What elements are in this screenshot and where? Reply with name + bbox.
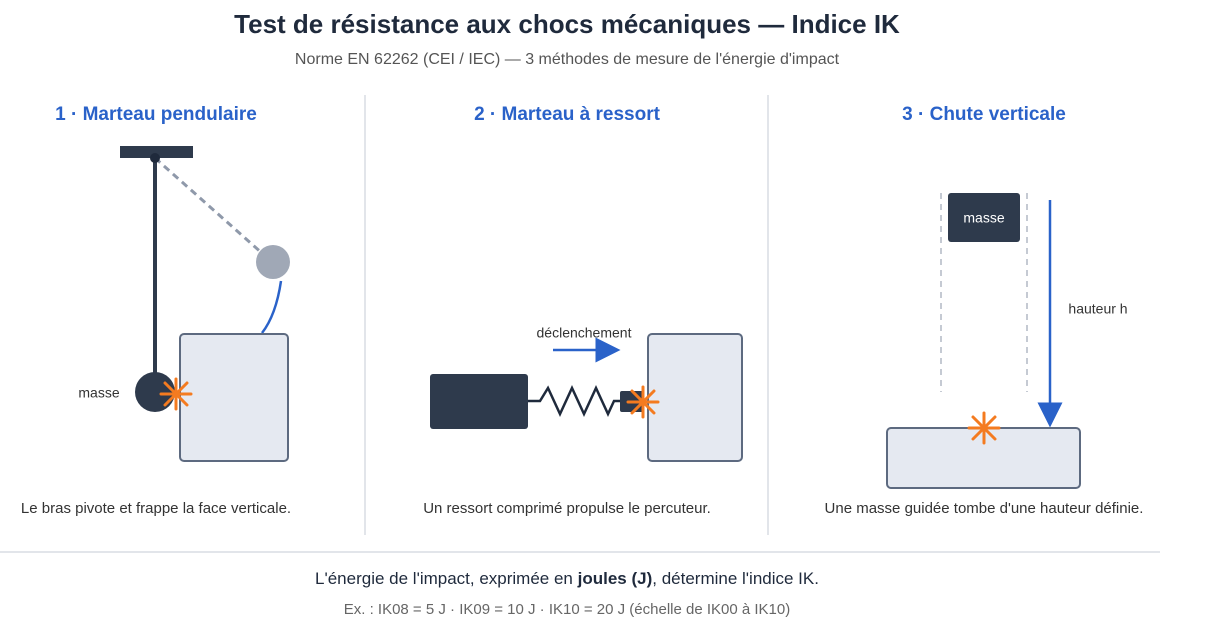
footer-text: , détermine l'indice IK.	[652, 569, 819, 588]
label: masse	[963, 210, 1004, 226]
caption: Le bras pivote et frappe la face vertica…	[21, 500, 291, 517]
drop-illustration	[886, 193, 1081, 489]
footer-text: L'énergie de l'impact, exprimée en	[315, 569, 578, 588]
subtitle: Norme EN 62262 (CEI / IEC) — 3 méthodes …	[295, 51, 840, 68]
title: Test de résistance aux chocs mécaniques …	[234, 9, 900, 39]
panel-title: 2 · Marteau à ressort	[474, 104, 661, 125]
spring-illustration	[430, 333, 743, 462]
panel-title: 1 · Marteau pendulaire	[55, 104, 257, 125]
caption: Une masse guidée tombe d'une hauteur déf…	[825, 500, 1144, 517]
footer-example: Ex. : IK08 = 5 J · IK09 = 10 J · IK10 = …	[344, 601, 791, 618]
footer-emphasis: joules (J)	[577, 569, 653, 588]
footer-line: L'énergie de l'impact, exprimée en joule…	[315, 569, 819, 588]
caption: Un ressort comprimé propulse le percuteu…	[423, 500, 711, 517]
pendulum-illustration	[120, 146, 290, 462]
label: déclenchement	[537, 325, 632, 341]
label: hauteur h	[1068, 301, 1127, 317]
label: masse	[78, 385, 119, 401]
panel-title: 3 · Chute verticale	[902, 104, 1066, 125]
